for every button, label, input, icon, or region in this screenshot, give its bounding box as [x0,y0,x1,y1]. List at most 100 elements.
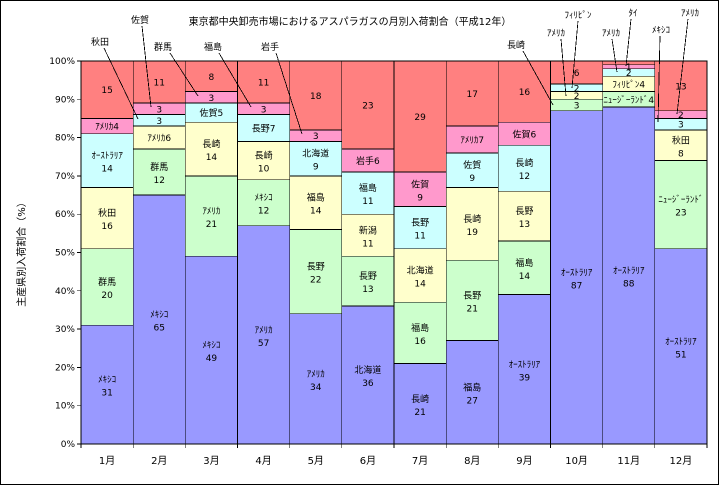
segment-name-label: ﾒｷｼｺ [255,194,273,204]
x-tick-label: 5月 [308,455,324,467]
x-tick-label: 2月 [151,455,167,467]
segment-value-label: 3 [261,105,267,115]
bar-segment [184,255,238,445]
segment-name-label: 長野 [515,206,533,217]
segment-name-label: ｱﾒﾘｶ [255,325,273,336]
segment-value-label: 15 [101,86,112,96]
segment-name-label: ﾒｷｼｺ [150,311,168,321]
segment-value-label: 13 [362,285,373,295]
bar-segment [289,229,343,315]
segment-name-label: 群馬 [150,161,168,173]
bar-segment [289,313,343,445]
callout-line [676,18,689,115]
callout-label: ﾌｨﾘﾋﾟﾝ [564,10,592,21]
segment-name-label: 長崎 [411,393,429,405]
segment-name-label: 佐賀 [463,159,481,171]
segment-name-label: ｵｰｽﾄﾗﾘｱ [509,359,541,370]
segment-name-label: 群馬 [98,276,116,288]
y-tick-label: 60% [55,210,75,220]
callout-line [611,38,618,73]
segment-inline-label: 岩手6 [356,155,380,167]
bar-segment [497,294,551,445]
segment-name-label: ｵｰｽﾄﾗﾘｱ [613,265,645,276]
segment-value-label: 31 [101,389,112,399]
x-tick-label: 10月 [565,455,588,467]
bar-segment [654,60,708,112]
segment-value-label: 11 [362,197,373,207]
segment-value-label: 49 [206,354,218,364]
bar-segment [289,141,343,177]
y-tick-label: 10% [55,402,75,412]
segment-value-label: 19 [467,228,479,238]
callout-label: 群馬 [154,41,172,53]
bar-segment [393,248,447,303]
callout-line [169,52,199,97]
callout-line [560,38,567,97]
segment-name-label: 秋田 [98,207,116,219]
bar-segment [497,144,551,192]
segment-value-label: 65 [154,324,165,334]
bar-segment [341,60,395,150]
bar-segment [497,240,551,296]
segment-name-label: ｵｰｽﾄﾗﾘｱ [91,151,123,162]
callout-line [141,25,152,108]
callout-line [103,47,139,120]
segment-inline-label: ｱﾒﾘｶ4 [95,122,119,133]
segment-value-label: 11 [414,232,425,242]
segment-name-label: 福島 [515,257,533,269]
segment-value-label: 23 [362,102,373,112]
segment-value-label: 11 [154,79,165,89]
segment-value-label: 12 [519,172,530,182]
callout-line [657,35,661,123]
bar-segment [184,121,238,177]
segment-name-label: ﾒｷｼｺ [98,376,116,386]
segment-name-label: ｵｰｽﾄﾗﾘｱ [665,336,697,347]
segment-name-label: 北海道 [302,148,329,160]
x-tick-label: 12月 [670,455,693,467]
segment-name-label: ｱﾒﾘｶ [307,369,325,380]
x-tick-label: 4月 [255,455,271,467]
segment-name-label: ﾆｭｰｼﾞｰﾗﾝﾄﾞ [658,195,703,206]
segment-value-label: 14 [414,279,426,289]
bar-segment [237,225,291,445]
segment-value-label: 9 [417,193,423,203]
y-tick-label: 100% [49,57,75,67]
segment-value-label: 2 [678,111,684,121]
bar-segment [237,179,291,227]
segment-value-label: 3 [574,102,580,112]
bar-segment [80,133,134,188]
segment-value-label: 34 [310,383,322,393]
x-tick-label: 1月 [99,455,115,467]
segment-name-label: 長野 [463,290,481,301]
segment-value-label: 11 [362,239,373,249]
bar-segment [289,175,343,230]
callout-line [218,52,252,108]
segment-name-label: 新潟 [359,224,377,236]
segment-value-label: 23 [675,209,686,219]
y-tick-label: 20% [55,363,75,373]
callout-label: ﾀｲ [628,8,637,19]
callout-line [571,20,579,89]
segment-inline-label: 佐賀6 [513,128,537,140]
callout-label: 福島 [204,41,222,53]
callout-label: 佐賀 [131,14,149,26]
bars [80,60,708,445]
segment-name-label: 秋田 [672,134,690,146]
segment-value-label: 13 [675,82,686,92]
bar-segment [132,148,186,196]
segment-value-label: 36 [362,379,374,389]
callout-label: ｱﾒﾘｶ [602,28,620,39]
segment-value-label: 3 [156,117,162,127]
bar-segment [341,171,395,215]
segment-value-label: 9 [313,163,319,173]
segment-name-label: 長野 [411,218,429,229]
y-axis-title: 主産県別入荷割合（%） [15,197,28,307]
segment-value-label: 1 [626,63,632,73]
chart-title: 東京都中央卸売市場におけるアスパラガスの月別入荷割合（平成12年） [189,15,512,28]
segment-value-label: 14 [310,207,322,217]
data-labels: ﾒｷｼｺ31群馬20秋田16ｵｰｽﾄﾗﾘｱ14ｱﾒﾘｶ415ﾒｷｼｺ65群馬12… [91,63,703,418]
segment-value-label: 11 [258,79,269,89]
segment-value-label: 2 [574,84,580,94]
segment-value-label: 8 [678,149,684,159]
